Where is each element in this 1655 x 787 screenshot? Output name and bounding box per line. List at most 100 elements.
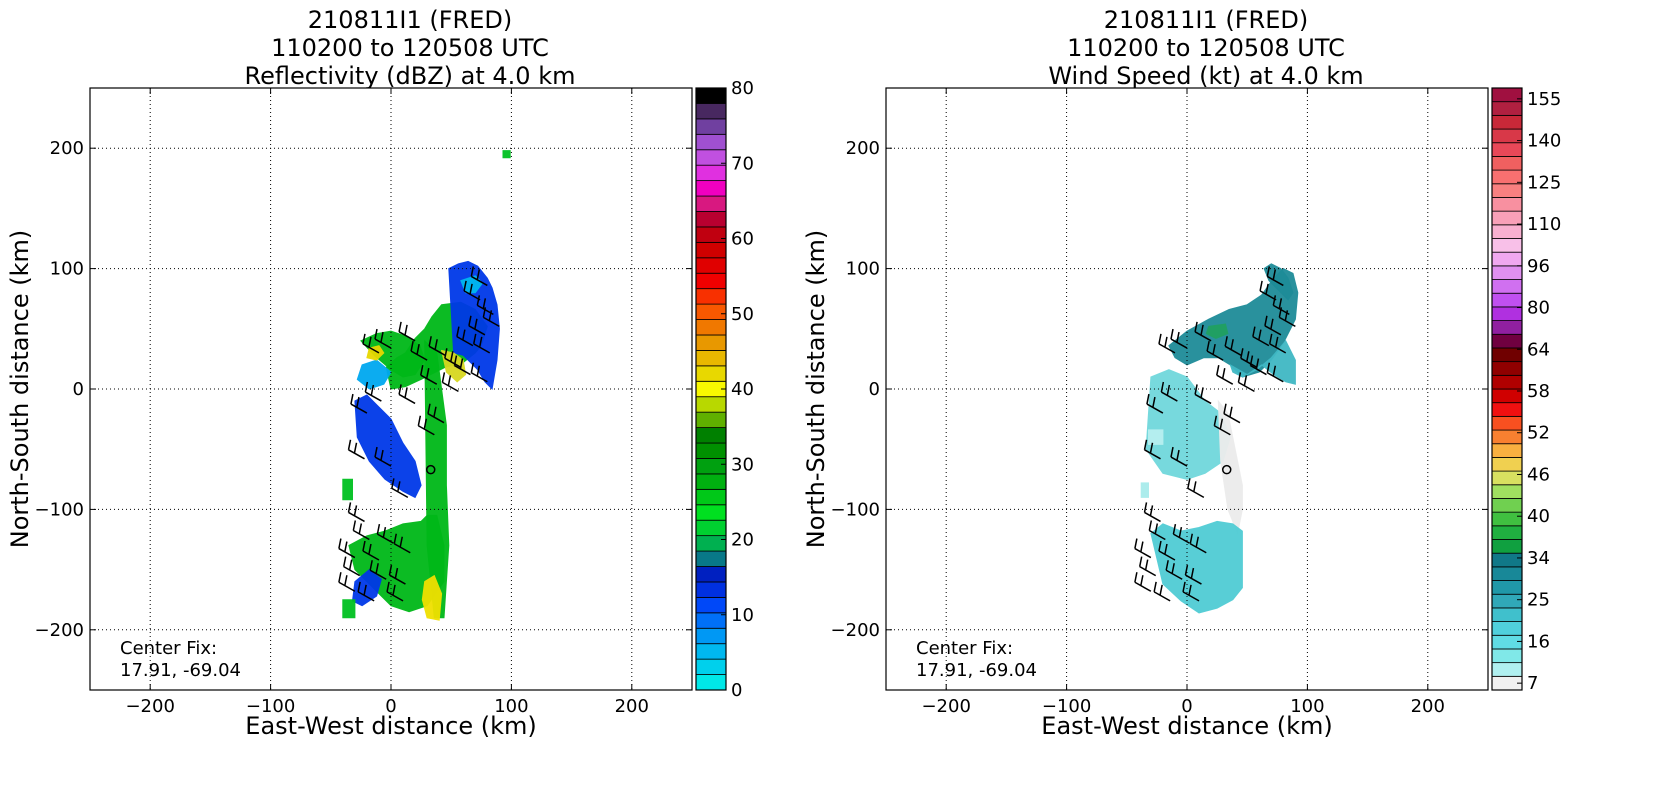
x-tick-label: −200 [921, 696, 970, 717]
colorbar-segment [695, 87, 727, 104]
y-axis-label: North-South distance (km) [6, 230, 34, 549]
colorbar-segment [695, 241, 727, 259]
colorbar-segment [695, 319, 727, 336]
x-tick-label: −100 [246, 696, 295, 717]
colorbar-segment [1491, 498, 1523, 513]
colorbar-segment [1491, 279, 1523, 294]
wind-barb [362, 333, 380, 354]
wind-barb [420, 365, 438, 385]
colorbar-segment [1491, 593, 1523, 609]
wind-barb [1165, 560, 1183, 580]
colorbar-segment [695, 504, 727, 521]
colorbar-tick-label: 50 [731, 304, 754, 325]
wind-barb [1187, 478, 1205, 499]
wind-barb [410, 340, 428, 361]
wind-barb [1172, 523, 1190, 544]
wind-barb [1143, 502, 1161, 523]
data-region [1205, 323, 1229, 339]
wind-barb [374, 328, 392, 349]
reflectivity-chart: −200 −100 0 100 2002001000−100−200East-West … [6, 78, 754, 740]
wind-barb [342, 556, 361, 577]
colorbar-segment [695, 350, 727, 367]
center-fix-label: Center Fix: [120, 638, 217, 659]
wind-barb [398, 321, 416, 342]
wind-barb [472, 333, 491, 354]
colorbar-segment [1491, 306, 1523, 321]
wind-barb [350, 393, 368, 414]
wind-barb [364, 381, 382, 402]
colorbar-segment [1491, 101, 1523, 116]
colorbar-segment [1491, 539, 1523, 554]
wind-barb [374, 446, 392, 467]
colorbar-tick-label: 80 [731, 78, 754, 99]
wind-speed-panel: 210811I1 (FRED) 110200 to 120508 UTC Win… [796, 0, 1616, 787]
wind-barb [1158, 540, 1176, 561]
colorbar-segment [695, 596, 727, 614]
colorbar-segment [1491, 607, 1523, 622]
y-tick-label: −100 [35, 499, 84, 520]
y-tick-label: 100 [50, 259, 84, 280]
colorbar-tick-label: 60 [731, 229, 754, 250]
wind-barb [347, 439, 365, 460]
data-region [448, 260, 500, 391]
wind-barb [1189, 533, 1207, 554]
y-tick-label: 0 [869, 379, 880, 400]
wind-barb [369, 560, 387, 580]
colorbar-segment [1491, 210, 1523, 226]
x-tick-label: 0 [385, 696, 396, 717]
center-fix-marker [425, 464, 436, 475]
wind-barb [338, 572, 356, 592]
colorbar-segment [1491, 634, 1523, 650]
wind-barb [376, 523, 394, 544]
data-region [1229, 339, 1296, 385]
wind-barb [362, 540, 380, 561]
chart-title-line2: 110200 to 120508 UTC [1067, 34, 1345, 62]
colorbar-segment [1491, 224, 1523, 239]
wind-barb [347, 502, 365, 523]
data-region [502, 150, 511, 159]
wind-barb [1240, 348, 1258, 368]
colorbar-segment [695, 133, 727, 151]
colorbar-tick-label: 52 [1527, 423, 1550, 444]
colorbar-segment [1491, 402, 1523, 417]
colorbar-segment [1491, 484, 1523, 499]
colorbar-segment [1491, 429, 1523, 445]
wind-barb [357, 581, 375, 602]
center-fix-label: Center Fix: [916, 638, 1013, 659]
colorbar-segment [695, 488, 727, 506]
colorbar-segment [695, 643, 727, 660]
wind-barb [453, 355, 471, 376]
colorbar-segment [695, 396, 727, 413]
colorbar-segment [695, 226, 727, 243]
colorbar-segment [1491, 142, 1523, 157]
colorbar-segment [1491, 197, 1523, 212]
colorbar-segment [1491, 621, 1523, 636]
y-axis-label: North-South distance (km) [802, 230, 830, 549]
colorbar-segment [695, 458, 727, 475]
colorbar-tick-label: 7 [1527, 673, 1538, 694]
colorbar-tick-label: 46 [1527, 464, 1550, 485]
colorbar-segment [695, 550, 727, 567]
x-tick-label: −200 [125, 696, 174, 717]
data-region [1168, 267, 1299, 378]
colorbar-segment [1491, 292, 1523, 308]
data-region [1263, 263, 1294, 301]
colorbar-tick-label: 20 [731, 530, 754, 551]
y-tick-label: 0 [73, 379, 84, 400]
colorbar-segment [695, 272, 727, 290]
colorbar-tick-label: 34 [1527, 548, 1550, 569]
data-region [1150, 520, 1243, 614]
chart-title-line1: 210811I1 (FRED) [307, 6, 513, 34]
wind-barb [1138, 556, 1157, 577]
colorbar-tick-label: 30 [731, 454, 754, 475]
wind-barb [470, 266, 488, 287]
wind-barb [463, 280, 481, 301]
colorbar-frame [1491, 87, 1523, 691]
colorbar-segment [695, 257, 727, 274]
y-tick-label: 200 [846, 138, 880, 159]
colorbar-segment [695, 658, 727, 675]
x-tick-label: 100 [494, 696, 528, 717]
wind-barb [427, 403, 445, 424]
colorbar-tick-label: 64 [1527, 339, 1550, 360]
wind-barb [1266, 266, 1284, 287]
